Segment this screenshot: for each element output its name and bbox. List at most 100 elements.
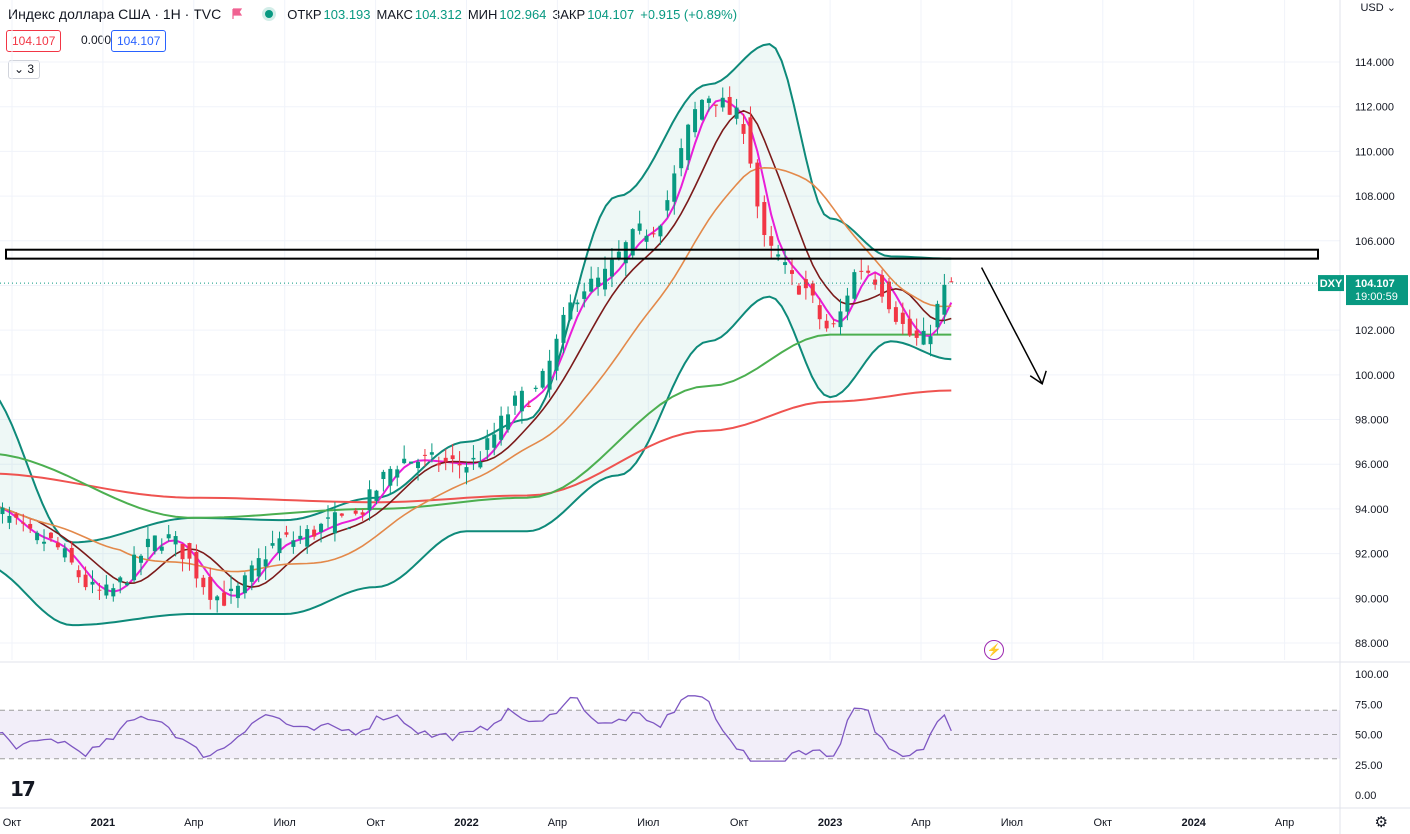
price-tick-label: 114.000 — [1355, 57, 1394, 69]
indicators-toggle[interactable]: ⌄ 3 — [8, 60, 40, 79]
forecast-arrow-head — [1029, 370, 1047, 385]
candle-body — [42, 541, 47, 544]
annotations — [0, 248, 1340, 385]
time-tick-label: 2021 — [91, 817, 115, 829]
candle-body — [651, 233, 656, 235]
candle-body — [935, 303, 940, 328]
candle-body — [125, 583, 130, 586]
candle-body — [665, 200, 670, 211]
candle-body — [616, 251, 621, 258]
resistance-zone-rect — [5, 248, 1319, 260]
candle-body — [222, 592, 227, 606]
candle-body — [256, 558, 261, 577]
price-tick-label: 92.000 — [1355, 549, 1389, 561]
candle-body — [436, 463, 441, 466]
candle-body — [720, 97, 725, 108]
candle-body — [568, 302, 573, 320]
time-tick-label: Апр — [911, 817, 930, 829]
candle-body — [776, 254, 781, 257]
candle-body — [693, 109, 698, 133]
candle-body — [332, 512, 337, 534]
candle-body — [485, 438, 490, 450]
price-tick-label: 94.000 — [1355, 504, 1389, 516]
candle-body — [852, 272, 857, 299]
candle-body — [582, 291, 587, 299]
candle-body — [769, 236, 774, 246]
price-tick-label: 98.000 — [1355, 415, 1389, 427]
price-tick-label: 112.000 — [1355, 102, 1394, 114]
tradingview-logo[interactable]: 17 — [10, 777, 36, 801]
bollinger-lower-line — [0, 295, 952, 627]
candle-body — [367, 489, 372, 511]
time-tick-label: Июл — [1001, 817, 1023, 829]
symbol-tag-bg — [1318, 275, 1344, 292]
candle-body — [450, 455, 455, 460]
candle-body — [727, 96, 732, 115]
candle-body — [519, 390, 524, 412]
ma-mid-line — [0, 109, 952, 588]
flash-icon[interactable]: ⚡ — [984, 640, 1004, 660]
rsi-tick-label: 100.00 — [1355, 669, 1389, 681]
candle-body — [90, 581, 95, 585]
time-axis: Окт 2021 Апр Июл Окт 2022 Апр Июл Окт 2023 Апр Июл О… — [3, 817, 1295, 829]
candle-body — [208, 577, 213, 600]
gear-icon[interactable]: ⚙ — [1374, 814, 1388, 831]
candle-body — [416, 461, 421, 469]
symbol-title[interactable]: Индекс доллара США · 1Н · TVC — [8, 6, 222, 22]
candle-body — [249, 565, 254, 582]
price-tag-countdown: 19:00:59 — [1355, 291, 1398, 303]
open-value: 103.193 — [323, 6, 371, 22]
candle-body — [512, 395, 517, 406]
ma-100-line — [0, 333, 952, 519]
candle-body — [388, 468, 393, 486]
currency-selector[interactable]: USD ⌄ — [1360, 1, 1396, 14]
candle-body — [540, 370, 545, 388]
candle-body — [263, 559, 268, 567]
price-axis: 88.000 90.000 92.000 94.000 96.000 98.000 100.… — [1355, 57, 1395, 650]
candle-body — [48, 532, 53, 539]
candle-body — [561, 314, 566, 343]
candle-body — [201, 577, 206, 588]
candle-body — [395, 469, 400, 478]
candle-body — [138, 555, 143, 563]
candle-body — [838, 311, 843, 328]
candle-body — [429, 452, 434, 455]
buy-price[interactable]: 104.107 — [111, 30, 167, 52]
candle-body — [824, 320, 829, 329]
candle-body — [672, 173, 677, 202]
candle-body — [741, 124, 746, 134]
time-tick-label: Июл — [637, 817, 659, 829]
time-tick-label: Апр — [1275, 817, 1294, 829]
candle-body — [402, 458, 407, 464]
candle-body — [471, 457, 476, 460]
candle-body — [755, 162, 760, 207]
rsi-line — [0, 695, 952, 762]
time-tick-label: 2024 — [1181, 817, 1206, 829]
candle-body — [644, 235, 649, 242]
candle-body — [907, 318, 912, 336]
candle-body — [28, 523, 33, 529]
price-tick-label: 100.000 — [1355, 370, 1395, 382]
candle-body — [443, 457, 448, 462]
chevron-down-icon: ⌄ — [13, 62, 25, 76]
sell-price[interactable]: 104.107 — [6, 30, 62, 52]
candle-body — [831, 323, 836, 325]
candle-body — [554, 338, 559, 371]
candle-body — [817, 305, 822, 320]
price-tick-label: 110.000 — [1355, 146, 1394, 158]
rsi-tick-label: 25.00 — [1355, 760, 1383, 772]
candle-body — [914, 330, 919, 338]
candle-body — [880, 275, 885, 297]
candle-body — [187, 543, 192, 559]
candle-body — [893, 307, 898, 322]
candle-body — [699, 99, 704, 120]
candle-body — [325, 517, 330, 519]
rsi-pane: 0.00 25.00 50.00 75.00 100.00 — [0, 669, 1389, 802]
flag-icon[interactable] — [231, 8, 243, 20]
candle-body — [803, 279, 808, 289]
candle-body — [76, 570, 81, 578]
forecast-arrow-line — [980, 267, 1043, 385]
candle-body — [589, 278, 594, 292]
